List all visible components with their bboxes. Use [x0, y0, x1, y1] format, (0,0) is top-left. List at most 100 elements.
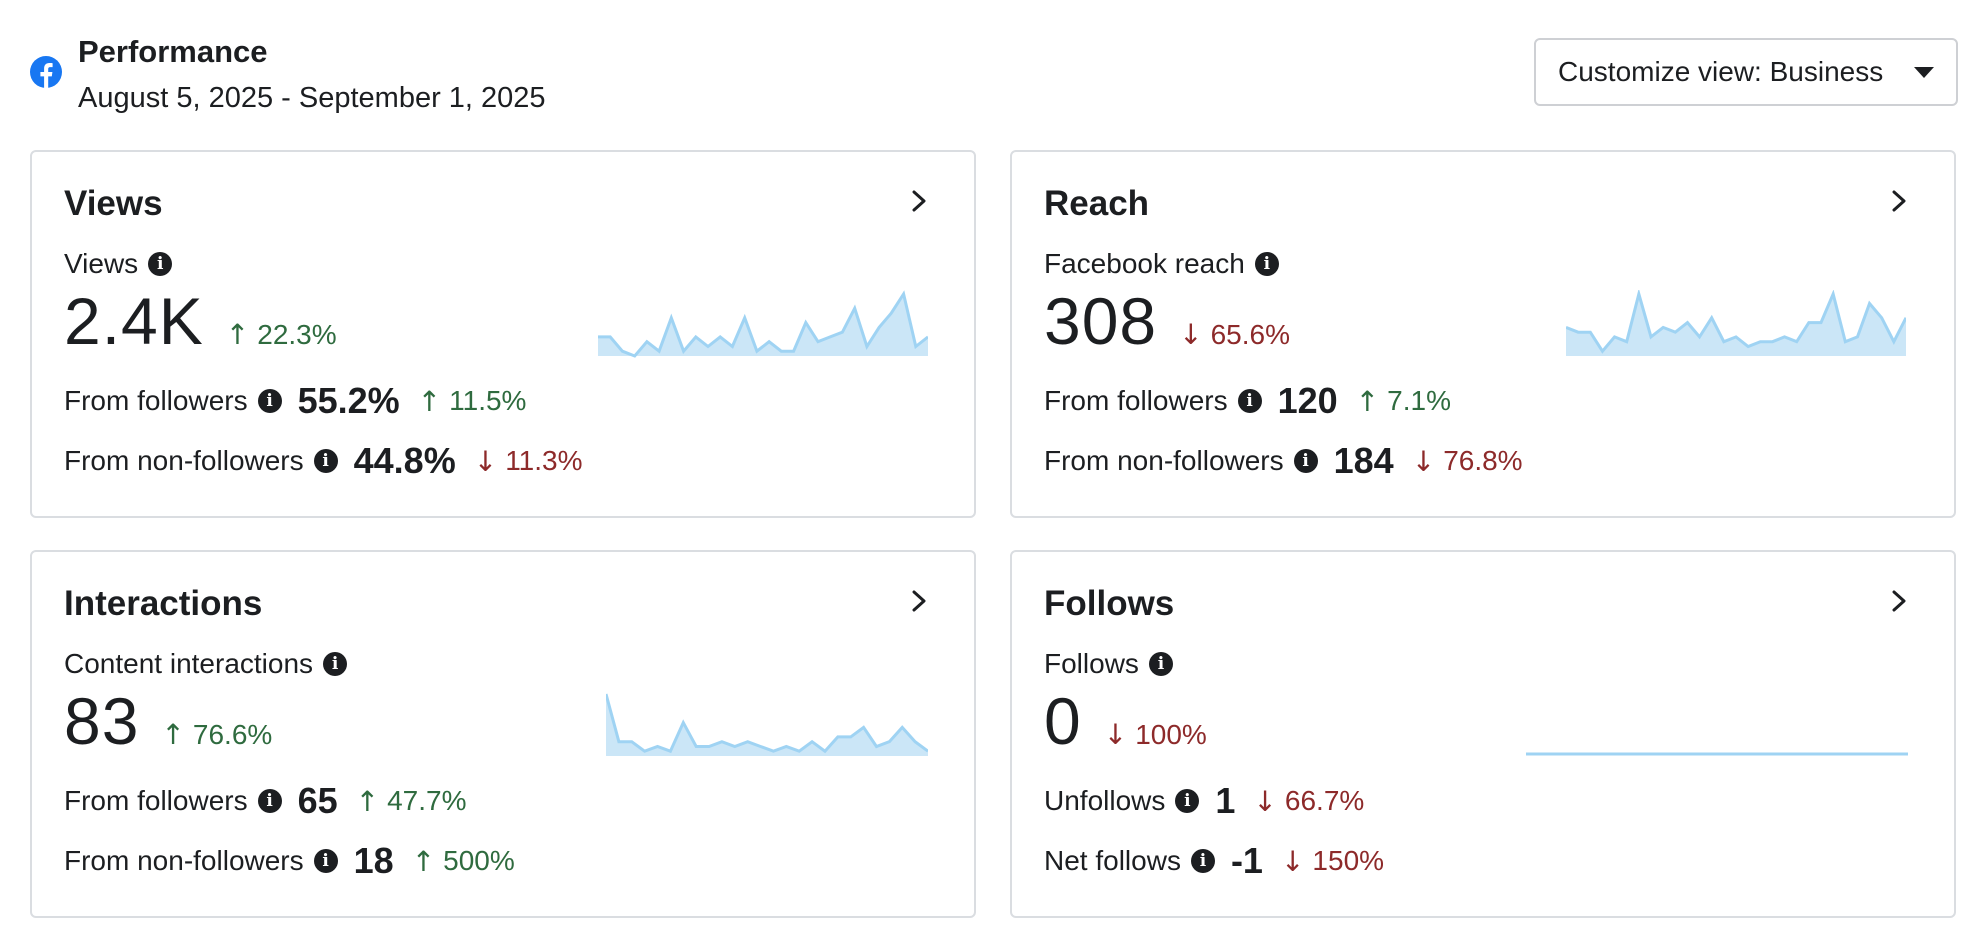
chevron-right-icon[interactable]: [908, 190, 930, 212]
arrow-up-icon: ↑: [355, 784, 380, 818]
info-icon[interactable]: i: [313, 849, 338, 873]
info-icon[interactable]: i: [1254, 252, 1279, 276]
breakdown-change-value: 7.1%: [1387, 385, 1451, 416]
metric-label-text: Follows: [1044, 648, 1139, 679]
breakdown-row-non-followers: From non-followers i 184 ↓ 76.8%: [1044, 440, 1523, 482]
info-icon[interactable]: i: [1237, 389, 1262, 413]
metric-value: 2.4K: [64, 284, 204, 358]
card-title: Views: [64, 184, 163, 223]
breakdown-value: 65: [297, 780, 338, 821]
sparkline-line: [606, 694, 928, 751]
breakdown-change-value: 500%: [443, 845, 515, 876]
card-title: Interactions: [64, 584, 263, 623]
arrow-down-icon: ↓: [1103, 718, 1128, 751]
page-title: Performance: [78, 34, 268, 69]
arrow-down-icon: ↓: [1253, 784, 1277, 818]
card-title: Follows: [1044, 584, 1175, 623]
metric-label-text: Views: [64, 248, 139, 279]
info-icon[interactable]: i: [1175, 789, 1200, 813]
breakdown-change-value: 11.5%: [449, 385, 527, 416]
breakdown-row-non-followers: From non-followers i 44.8% ↓ 11.3%: [64, 440, 583, 482]
caret-down-icon: [1914, 66, 1934, 78]
breakdown-change: ↑ 500%: [412, 845, 515, 878]
breakdown-change-value: 11.3%: [505, 445, 583, 476]
arrow-down-icon: ↓: [1280, 844, 1305, 878]
metric-value: 308: [1044, 284, 1158, 358]
customize-view-label: Customize view: Business: [1558, 56, 1884, 87]
card-title: Reach: [1044, 184, 1150, 223]
metric-change: ↓ 100%: [1104, 718, 1207, 751]
metric-label: Content interactions i: [64, 648, 348, 680]
metric-value: 0: [1044, 684, 1082, 758]
chevron-right-icon[interactable]: [1888, 190, 1910, 212]
breakdown-value: 120: [1277, 380, 1338, 421]
metric-summary: 83 ↑ 76.6%: [64, 688, 272, 754]
sparkline-area: [1566, 294, 1906, 356]
breakdown-change-value: 47.7%: [387, 785, 467, 816]
card-interactions[interactable]: Interactions Content interactions i 83 ↑…: [30, 550, 976, 918]
breakdown-change: ↓ 11.3%: [474, 445, 583, 478]
breakdown-value: 55.2%: [297, 380, 400, 421]
metric-change-value: 65.6%: [1210, 318, 1290, 350]
breakdown-change: ↓ 150%: [1281, 845, 1384, 878]
arrow-up-icon: ↑: [411, 844, 436, 878]
metric-label-text: Facebook reach: [1044, 248, 1245, 279]
performance-header: Performance August 5, 2025 - September 1…: [30, 30, 1958, 130]
breakdown-label: From non-followers: [1044, 445, 1284, 476]
sparkline: [606, 690, 928, 756]
breakdown-change-value: 66.7%: [1284, 785, 1365, 816]
breakdown-row-followers: From followers i 55.2% ↑ 11.5%: [64, 380, 526, 422]
sparkline: [598, 290, 928, 360]
breakdown-change-value: 150%: [1312, 845, 1385, 876]
sparkline-area: [598, 294, 928, 356]
card-follows[interactable]: Follows Follows i 0 ↓ 100% Unfollows i 1 …: [1010, 550, 1956, 918]
chevron-right-icon[interactable]: [1888, 590, 1910, 612]
info-icon[interactable]: i: [148, 252, 173, 276]
card-reach[interactable]: Reach Facebook reach i 308 ↓ 65.6% From …: [1010, 150, 1956, 518]
arrow-up-icon: ↑: [417, 384, 442, 418]
facebook-icon: [30, 56, 62, 88]
breakdown-row-followers: From followers i 65 ↑ 47.7%: [64, 780, 467, 822]
breakdown-change: ↑ 11.5%: [418, 385, 527, 418]
breakdown-value: 1: [1215, 780, 1236, 821]
metric-label-text: Content interactions: [64, 648, 314, 679]
arrow-down-icon: ↓: [1411, 444, 1436, 478]
arrow-up-icon: ↑: [161, 718, 185, 751]
breakdown-label: From non-followers: [64, 845, 304, 876]
metric-change: ↑ 76.6%: [161, 718, 272, 751]
arrow-down-icon: ↓: [473, 444, 498, 478]
breakdown-change: ↓ 66.7%: [1253, 785, 1364, 818]
chevron-right-icon[interactable]: [908, 590, 930, 612]
arrow-down-icon: ↓: [1179, 318, 1203, 351]
breakdown-value: -1: [1230, 840, 1263, 881]
metric-summary: 308 ↓ 65.6%: [1044, 288, 1290, 354]
sparkline: [1526, 690, 1908, 760]
breakdown-label: Net follows: [1044, 845, 1181, 876]
breakdown-change-value: 76.8%: [1443, 445, 1523, 476]
info-icon[interactable]: i: [1148, 652, 1173, 676]
date-range: August 5, 2025 - September 1, 2025: [78, 82, 546, 114]
info-icon[interactable]: i: [313, 449, 338, 473]
breakdown-label: From followers: [1044, 385, 1228, 416]
info-icon[interactable]: i: [323, 652, 348, 676]
metric-label: Facebook reach i: [1044, 248, 1279, 280]
customize-view-dropdown[interactable]: Customize view: Business: [1534, 38, 1958, 106]
info-icon[interactable]: i: [1190, 849, 1215, 873]
sparkline-area: [606, 694, 928, 756]
breakdown-row-net-follows: Net follows i -1 ↓ 150%: [1044, 840, 1384, 882]
info-icon[interactable]: i: [257, 789, 282, 813]
metric-change-value: 76.6%: [192, 718, 273, 750]
metric-summary: 2.4K ↑ 22.3%: [64, 288, 337, 354]
metric-label: Views i: [64, 248, 173, 280]
metric-change: ↓ 65.6%: [1179, 318, 1290, 351]
breakdown-label: From non-followers: [64, 445, 304, 476]
metric-label: Follows i: [1044, 648, 1173, 680]
breakdown-change: ↑ 7.1%: [1356, 385, 1451, 418]
info-icon[interactable]: i: [1293, 449, 1318, 473]
breakdown-label: Unfollows: [1044, 785, 1166, 816]
info-icon[interactable]: i: [257, 389, 282, 413]
card-views[interactable]: Views Views i 2.4K ↑ 22.3% From follower…: [30, 150, 976, 518]
breakdown-value: 18: [353, 840, 394, 881]
metric-change: ↑ 22.3%: [226, 318, 337, 351]
